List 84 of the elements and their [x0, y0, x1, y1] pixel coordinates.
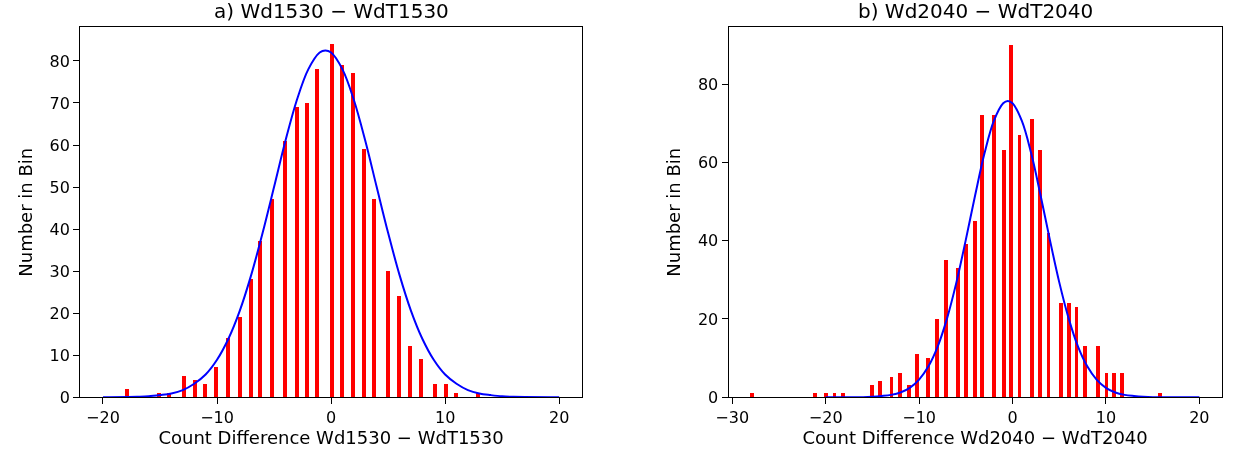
- bar: [454, 393, 459, 398]
- bar: [1104, 373, 1108, 398]
- bar: [226, 338, 231, 398]
- y-axis-title: Number in Bin: [663, 147, 685, 277]
- y-tick-label: 20: [49, 303, 70, 323]
- bar: [1074, 307, 1078, 398]
- bar: [238, 317, 243, 398]
- bar: [351, 73, 356, 398]
- y-tick-label: 50: [49, 177, 70, 197]
- bar: [1001, 150, 1006, 398]
- bar: [1017, 135, 1021, 398]
- bar: [258, 241, 263, 398]
- bar: [955, 268, 960, 398]
- bar: [386, 271, 391, 398]
- bar: [182, 376, 187, 398]
- x-tick-label: −10: [902, 408, 936, 428]
- bar: [408, 346, 413, 398]
- bar: [1008, 45, 1013, 398]
- bar: [979, 115, 984, 398]
- x-tick-label: −20: [808, 408, 843, 428]
- bar: [1029, 119, 1034, 398]
- bar: [914, 354, 919, 398]
- x-tick-label: −30: [715, 408, 750, 428]
- bar: [1058, 303, 1063, 398]
- y-tick-label: 70: [49, 93, 70, 113]
- bar: [283, 141, 288, 398]
- bar: [433, 384, 438, 398]
- bar: [991, 115, 996, 398]
- line-series: [101, 49, 561, 398]
- y-tick-label: 0: [708, 387, 719, 407]
- bar: [340, 65, 345, 398]
- bar: [315, 69, 320, 398]
- x-tick-label: −10: [200, 408, 234, 428]
- bar: [1037, 150, 1042, 398]
- x-axis-title: Count Difference Wd2040 − WdT2040: [802, 427, 1148, 449]
- chart-title: a) Wd1530 − WdT1530: [214, 0, 449, 23]
- y-tick-label: 60: [697, 152, 719, 172]
- x-tick-label: −20: [86, 408, 120, 428]
- bar: [305, 103, 310, 398]
- y-tick-label: 40: [697, 231, 719, 251]
- bar: [372, 199, 377, 398]
- bar: [1082, 346, 1087, 398]
- bar: [295, 107, 300, 398]
- bar: [203, 384, 208, 398]
- y-tick-label: 20: [697, 309, 719, 329]
- bar: [362, 149, 367, 398]
- line-series: [824, 99, 1201, 398]
- bar: [869, 385, 874, 398]
- y-tick-label: 60: [49, 135, 70, 155]
- y-tick-label: 80: [697, 74, 719, 94]
- x-tick-label: 10: [1095, 408, 1117, 428]
- bar: [749, 393, 754, 398]
- bar: [963, 244, 968, 398]
- bar: [1119, 373, 1124, 398]
- chart-title: b) Wd2040 − WdT2040: [858, 0, 1094, 23]
- bar: [1111, 373, 1116, 398]
- bar: [214, 367, 219, 398]
- bar: [934, 319, 939, 398]
- bar: [330, 44, 335, 398]
- bar: [812, 393, 817, 398]
- x-axis-title: Count Difference Wd1530 − WdT1530: [158, 427, 504, 449]
- y-tick-label: 40: [49, 219, 70, 239]
- bar: [943, 260, 948, 398]
- y-tick-label: 0: [59, 387, 70, 407]
- x-tick-label: 10: [434, 408, 456, 428]
- x-tick-label: 20: [1189, 408, 1210, 428]
- x-tick-label: 20: [549, 408, 570, 428]
- bar: [897, 373, 902, 398]
- bar: [1095, 346, 1100, 398]
- bar: [249, 279, 254, 398]
- y-tick-label: 30: [49, 261, 70, 281]
- bar: [270, 199, 275, 398]
- y-tick-label: 10: [49, 345, 70, 365]
- y-axis-title: Number in Bin: [14, 147, 36, 277]
- bar: [444, 384, 449, 398]
- x-tick-label: 0: [1007, 408, 1018, 428]
- bar: [1046, 233, 1050, 398]
- bar: [419, 359, 424, 398]
- bar: [397, 296, 402, 398]
- bar: [889, 377, 893, 398]
- x-tick-label: 0: [325, 408, 337, 428]
- bar: [1066, 303, 1071, 398]
- y-tick-label: 80: [49, 51, 70, 71]
- bar: [972, 221, 977, 398]
